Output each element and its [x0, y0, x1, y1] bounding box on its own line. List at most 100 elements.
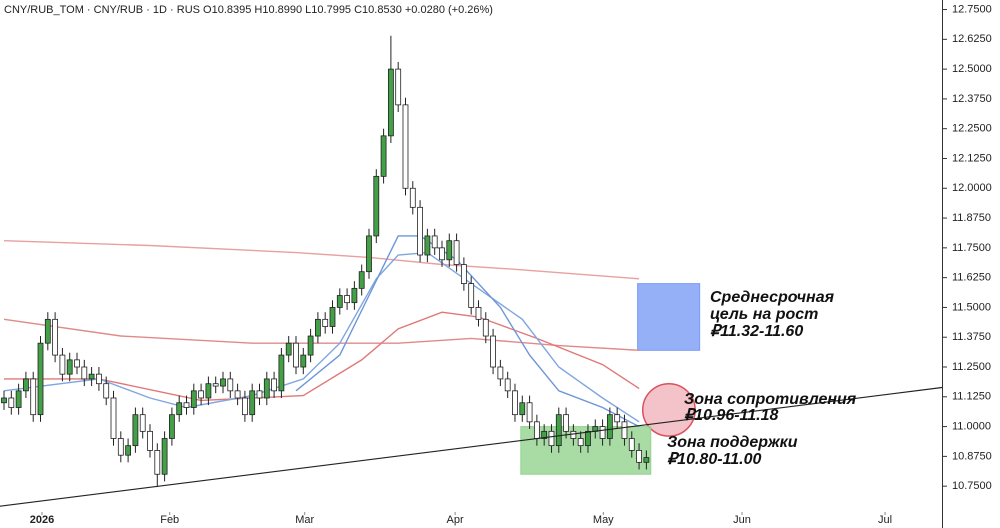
- y-tick-label: 12.7500: [952, 3, 992, 15]
- candle-body: [504, 378, 511, 392]
- candle-body: [147, 430, 153, 451]
- y-tick-label: 12.3750: [952, 93, 992, 105]
- y-tick-label: 11.8750: [952, 212, 991, 224]
- candle-body: [409, 187, 416, 208]
- candle-body: [468, 283, 475, 308]
- candle-body: [139, 414, 146, 432]
- candle-body: [366, 235, 372, 273]
- y-tick-label: 12.0000: [952, 182, 992, 194]
- y-tick-label: 12.2500: [952, 123, 992, 135]
- candle-body: [59, 354, 66, 375]
- candle-body: [117, 438, 124, 456]
- candle-body: [497, 366, 504, 380]
- candle-body: [431, 235, 438, 249]
- candle-body: [37, 342, 44, 416]
- y-tick-label: 12.5000: [952, 63, 992, 75]
- candle-body: [23, 378, 29, 392]
- candle-body: [577, 438, 584, 447]
- zone-label: Зона сопротивления: [684, 391, 857, 408]
- zone-label: цель на рост: [710, 306, 818, 323]
- candle-body: [380, 135, 387, 177]
- candle-body: [52, 318, 59, 356]
- candle-body: [548, 430, 555, 447]
- candle-body: [621, 421, 628, 439]
- candle-body: [606, 414, 613, 439]
- candle-body: [402, 104, 409, 189]
- candle-body: [125, 445, 132, 456]
- candle-body: [132, 414, 139, 447]
- candle-body: [541, 430, 548, 439]
- y-tick-label: 12.1250: [952, 152, 992, 164]
- candle-body: [533, 421, 540, 439]
- candle-body: [183, 402, 190, 408]
- y-tick-label: 11.1250: [952, 391, 991, 403]
- y-tick-label: 11.2500: [952, 361, 991, 373]
- zone-label: ₽10.80-11.00: [667, 451, 762, 468]
- candle-body: [358, 271, 365, 289]
- candle-body: [526, 402, 533, 423]
- candle-body: [263, 378, 270, 399]
- candle-body: [395, 68, 402, 106]
- candle-body: [66, 359, 73, 375]
- candle-body: [227, 378, 234, 392]
- candle-body: [161, 438, 168, 475]
- candle-body: [15, 390, 22, 408]
- candle-body: [81, 366, 88, 380]
- candle-body: [636, 450, 642, 463]
- candle-body: [205, 383, 212, 399]
- candle-body: [314, 318, 321, 337]
- candle-body: [322, 318, 329, 327]
- candle-body: [643, 457, 650, 463]
- candle-body: [446, 240, 453, 261]
- candle-body: [439, 247, 445, 261]
- candle-body: [198, 390, 205, 399]
- zone-label: Зона поддержки: [667, 434, 798, 451]
- candle-body: [563, 414, 569, 432]
- candle-body: [110, 397, 117, 439]
- candle-body: [570, 430, 577, 439]
- chart-title: CNY/RUB_TOM · CNY/RUB · 1D · RUS O10.839…: [4, 4, 493, 16]
- y-tick-label: 11.6250: [952, 272, 991, 284]
- candle-body: [293, 342, 299, 368]
- trendline: [0, 386, 943, 507]
- zone-label: ₽10.96-11.18: [684, 407, 779, 424]
- candle-body: [351, 287, 358, 304]
- candle-body: [30, 378, 37, 416]
- candle-body: [96, 373, 102, 385]
- candle-body: [307, 335, 314, 356]
- candle-body: [285, 342, 292, 356]
- candle-body: [417, 206, 423, 256]
- candle-body: [271, 378, 277, 392]
- x-tick-label: Feb: [160, 514, 179, 526]
- candle-body: [249, 390, 256, 416]
- candle-body: [512, 390, 518, 416]
- candle-body: [344, 295, 350, 304]
- candle-body: [8, 397, 15, 408]
- moving-average: [3, 251, 640, 423]
- candle-body: [169, 414, 175, 439]
- candle-body: [176, 402, 183, 416]
- candle-body: [373, 175, 380, 237]
- x-tick-label: Mar: [295, 514, 314, 526]
- candle-body: [453, 240, 460, 265]
- x-tick-label: May: [593, 514, 614, 526]
- candle-body: [300, 354, 307, 368]
- candle-body: [154, 450, 161, 475]
- candle-body: [88, 373, 95, 380]
- candle-body: [387, 68, 394, 137]
- x-tick-label: Jun: [733, 514, 751, 526]
- candle-body: [614, 414, 621, 423]
- candle-body: [212, 383, 219, 387]
- zone-box: [637, 283, 701, 351]
- candle-body: [190, 390, 197, 408]
- candle-body: [585, 430, 591, 447]
- candle-body: [519, 402, 526, 416]
- moving-average: [4, 311, 640, 402]
- y-tick-label: 12.6250: [952, 33, 992, 45]
- y-tick-label: 11.0000: [952, 420, 991, 432]
- candle-body: [329, 307, 336, 327]
- candle-body: [256, 390, 263, 399]
- candle-body: [241, 397, 248, 416]
- candle-body: [278, 354, 285, 392]
